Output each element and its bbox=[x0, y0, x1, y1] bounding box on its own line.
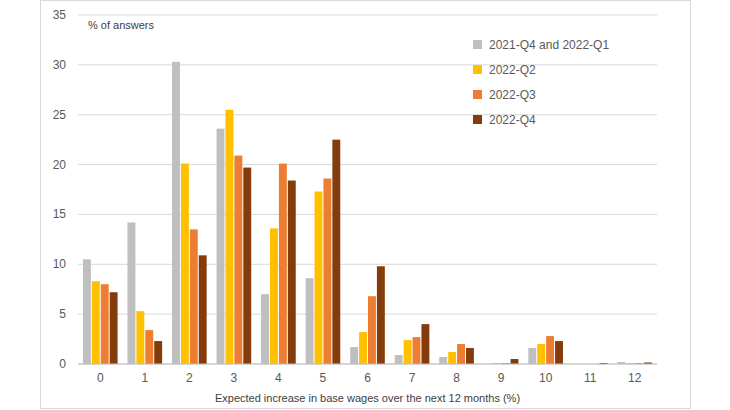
grid-line bbox=[78, 15, 657, 16]
bar bbox=[448, 352, 456, 364]
grid-line bbox=[78, 164, 657, 165]
bar bbox=[83, 259, 91, 364]
bar bbox=[261, 294, 269, 364]
bar bbox=[145, 330, 153, 364]
bar bbox=[511, 359, 519, 364]
x-tick-label: 7 bbox=[409, 371, 416, 385]
bar bbox=[323, 179, 331, 364]
x-tick-label: 4 bbox=[275, 371, 282, 385]
bar bbox=[234, 156, 242, 364]
bar bbox=[217, 129, 225, 364]
legend-label: 2022-Q3 bbox=[489, 88, 536, 102]
bar bbox=[190, 229, 198, 364]
bar bbox=[537, 344, 545, 364]
bar bbox=[413, 337, 421, 364]
legend-swatch bbox=[473, 90, 482, 99]
grid-line bbox=[78, 314, 657, 315]
y-tick-label: 0 bbox=[59, 357, 66, 371]
x-axis-label: Expected increase in base wages over the… bbox=[215, 392, 520, 404]
bar bbox=[270, 228, 278, 364]
legend-swatch bbox=[473, 40, 482, 49]
bar bbox=[127, 222, 135, 364]
grid-line bbox=[78, 264, 657, 265]
x-tick-label: 10 bbox=[539, 371, 553, 385]
bar bbox=[377, 266, 385, 364]
grid-line bbox=[78, 364, 657, 365]
bar bbox=[457, 344, 465, 364]
x-tick-label: 12 bbox=[628, 371, 642, 385]
bar bbox=[439, 357, 447, 364]
bar bbox=[395, 355, 403, 364]
y-tick-label: 20 bbox=[53, 158, 67, 172]
legend-label: 2022-Q2 bbox=[489, 63, 536, 77]
bar bbox=[288, 181, 296, 364]
y-axis-label: % of answers bbox=[88, 19, 155, 31]
grid-line bbox=[78, 214, 657, 215]
y-tick-label: 30 bbox=[53, 58, 67, 72]
bar bbox=[466, 348, 474, 364]
bar bbox=[172, 62, 180, 364]
x-tick-label: 11 bbox=[584, 371, 597, 385]
bar bbox=[92, 281, 100, 364]
y-tick-label: 25 bbox=[53, 108, 67, 122]
chart-frame bbox=[41, 1, 691, 409]
y-tick-label: 10 bbox=[53, 257, 67, 271]
x-tick-label: 2 bbox=[186, 371, 193, 385]
x-tick-label: 9 bbox=[498, 371, 505, 385]
bar bbox=[368, 296, 376, 364]
bar bbox=[421, 324, 429, 364]
y-tick-label: 5 bbox=[59, 307, 66, 321]
bar bbox=[101, 284, 109, 364]
y-tick-label: 35 bbox=[53, 8, 67, 22]
x-axis bbox=[78, 364, 657, 365]
grid-line bbox=[78, 64, 657, 65]
bars bbox=[83, 62, 652, 364]
bar bbox=[225, 110, 233, 364]
bar bbox=[546, 336, 554, 364]
y-tick-label: 15 bbox=[53, 207, 67, 221]
bar bbox=[359, 332, 367, 364]
x-tick-label: 0 bbox=[97, 371, 104, 385]
bar bbox=[306, 278, 314, 364]
bar bbox=[315, 191, 323, 364]
x-tick-label: 8 bbox=[453, 371, 460, 385]
bar bbox=[528, 348, 536, 364]
grid-line bbox=[78, 114, 657, 115]
bar bbox=[332, 140, 340, 364]
bar bbox=[555, 341, 563, 364]
bar bbox=[110, 292, 118, 364]
bar bbox=[279, 164, 287, 364]
legend-label: 2021-Q4 and 2022-Q1 bbox=[489, 38, 609, 52]
x-tick-label: 5 bbox=[320, 371, 327, 385]
bar bbox=[350, 347, 358, 364]
bar bbox=[199, 255, 207, 364]
chart: 051015202530350123456789101112% of answe… bbox=[0, 0, 730, 410]
legend-swatch bbox=[473, 115, 482, 124]
bar bbox=[404, 340, 412, 364]
x-tick-label: 3 bbox=[231, 371, 238, 385]
x-tick-label: 1 bbox=[141, 371, 148, 385]
bar bbox=[243, 168, 251, 364]
x-tick-label: 6 bbox=[364, 371, 371, 385]
bar bbox=[154, 341, 162, 364]
bar bbox=[181, 164, 189, 364]
legend-swatch bbox=[473, 65, 482, 74]
legend-label: 2022-Q4 bbox=[489, 113, 536, 127]
bar bbox=[136, 311, 144, 364]
